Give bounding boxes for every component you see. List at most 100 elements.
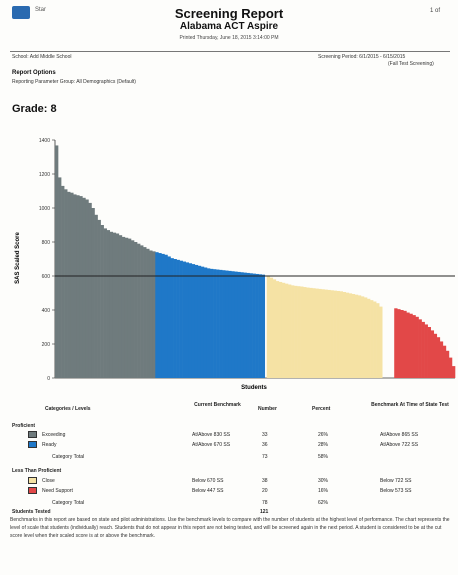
row-state: Below 573 SS bbox=[380, 488, 412, 494]
y-tick-label: 1000 bbox=[39, 206, 50, 212]
bar-close bbox=[303, 287, 307, 378]
row-name: Need Support bbox=[42, 488, 73, 494]
bar-need-support bbox=[394, 308, 398, 378]
row-state: Below 722 SS bbox=[380, 478, 412, 484]
bar-exceeding bbox=[79, 196, 83, 378]
row-name: Close bbox=[42, 478, 55, 484]
bar-close bbox=[294, 285, 298, 378]
bar-exceeding bbox=[58, 177, 62, 378]
bar-close bbox=[330, 290, 334, 378]
bar-ready bbox=[252, 273, 256, 378]
bar-exceeding bbox=[88, 202, 92, 378]
y-tick-label: 400 bbox=[42, 308, 51, 314]
bar-close bbox=[300, 286, 304, 378]
bar-exceeding bbox=[118, 235, 123, 378]
bar-exceeding bbox=[112, 232, 117, 378]
bar-close bbox=[318, 288, 322, 378]
bar-need-support bbox=[433, 333, 438, 378]
bar-ready bbox=[194, 264, 199, 378]
footnote: Benchmarks in this report are based on s… bbox=[10, 517, 450, 539]
row-benchmark: Below 670 SS bbox=[192, 478, 224, 484]
y-tick-label: 1200 bbox=[39, 172, 50, 178]
screening-period: Screening Period: 6/1/2015 - 6/15/2015 bbox=[318, 54, 406, 60]
bar-ready bbox=[258, 274, 262, 378]
star-logo-icon bbox=[12, 6, 30, 19]
report-subtitle: Alabama ACT Aspire bbox=[179, 21, 279, 32]
total-less-number: 78 bbox=[262, 500, 268, 506]
bar-ready bbox=[237, 271, 241, 378]
bar-ready bbox=[228, 270, 232, 378]
bar-close bbox=[315, 288, 319, 378]
col-percent: Percent bbox=[312, 406, 331, 412]
bar-close bbox=[351, 294, 356, 378]
legend-close-swatch bbox=[28, 477, 37, 484]
students-tested-label: Students Tested bbox=[12, 509, 51, 515]
bar-exceeding bbox=[73, 194, 77, 378]
y-tick-label: 800 bbox=[42, 240, 51, 246]
bar-exceeding bbox=[67, 191, 71, 378]
bar-close bbox=[297, 286, 301, 378]
bar-ready bbox=[188, 263, 193, 378]
bar-close bbox=[324, 289, 328, 378]
report-options-text: Reporting Parameter Group: All Demograph… bbox=[12, 79, 136, 85]
bar-exceeding bbox=[127, 238, 132, 378]
bar-close bbox=[269, 277, 274, 378]
bar-need-support bbox=[400, 310, 404, 378]
bar-exceeding bbox=[149, 250, 153, 378]
bar-exceeding bbox=[55, 145, 59, 378]
y-tick-label: 600 bbox=[42, 274, 51, 280]
category-total-label: Category Total bbox=[52, 454, 85, 460]
col-state-test: Benchmark At Time of State Test bbox=[371, 402, 449, 408]
col-number: Number bbox=[258, 406, 277, 412]
row-state: At/Above 722 SS bbox=[380, 442, 419, 448]
bar-close bbox=[306, 287, 310, 378]
bar-exceeding bbox=[121, 236, 126, 378]
x-axis-label: Students bbox=[241, 385, 267, 391]
page-number: 1 of bbox=[430, 8, 441, 14]
bar-ready bbox=[231, 271, 235, 378]
bar-ready bbox=[222, 270, 226, 378]
bar-ready bbox=[167, 256, 171, 378]
bar-need-support bbox=[418, 319, 422, 378]
bar-need-support bbox=[415, 316, 419, 378]
bar-ready bbox=[185, 262, 190, 378]
bar-need-support bbox=[406, 312, 410, 378]
bar-close bbox=[379, 306, 383, 378]
bar-ready bbox=[261, 274, 266, 378]
row-state: At/Above 865 SS bbox=[380, 432, 419, 438]
bar-close bbox=[376, 303, 380, 378]
bar-need-support bbox=[436, 337, 441, 378]
bar-exceeding bbox=[64, 189, 68, 378]
total-proficient-percent: 58% bbox=[318, 454, 329, 460]
bar-close bbox=[367, 298, 371, 378]
bar-ready bbox=[164, 254, 168, 378]
bar-need-support bbox=[427, 327, 431, 378]
bar-close bbox=[291, 285, 295, 378]
bar-exceeding bbox=[137, 243, 141, 378]
bar-close bbox=[357, 295, 362, 378]
legend-ready-swatch bbox=[28, 441, 37, 448]
col-categories: Categories / Levels bbox=[45, 406, 91, 412]
bar-exceeding bbox=[130, 240, 135, 378]
bar-exceeding bbox=[109, 231, 114, 378]
bar-exceeding bbox=[115, 233, 120, 378]
total-proficient-number: 73 bbox=[262, 454, 268, 460]
bar-ready bbox=[197, 265, 202, 378]
bar-exceeding bbox=[143, 247, 147, 378]
bar-close bbox=[345, 292, 350, 378]
bar-close bbox=[321, 289, 325, 378]
bar-close bbox=[281, 282, 286, 378]
bar-need-support bbox=[412, 315, 416, 378]
bar-ready bbox=[249, 273, 253, 378]
bar-close bbox=[272, 279, 277, 378]
bar-exceeding bbox=[61, 185, 65, 378]
school-name: School: Add Middle School bbox=[12, 54, 72, 60]
bar-ready bbox=[225, 270, 229, 378]
bar-close bbox=[333, 290, 337, 378]
group-proficient: Proficient bbox=[12, 423, 36, 429]
bar-need-support bbox=[445, 350, 450, 378]
bar-exceeding bbox=[85, 199, 89, 378]
bar-ready bbox=[161, 253, 165, 378]
bar-close bbox=[287, 284, 292, 378]
